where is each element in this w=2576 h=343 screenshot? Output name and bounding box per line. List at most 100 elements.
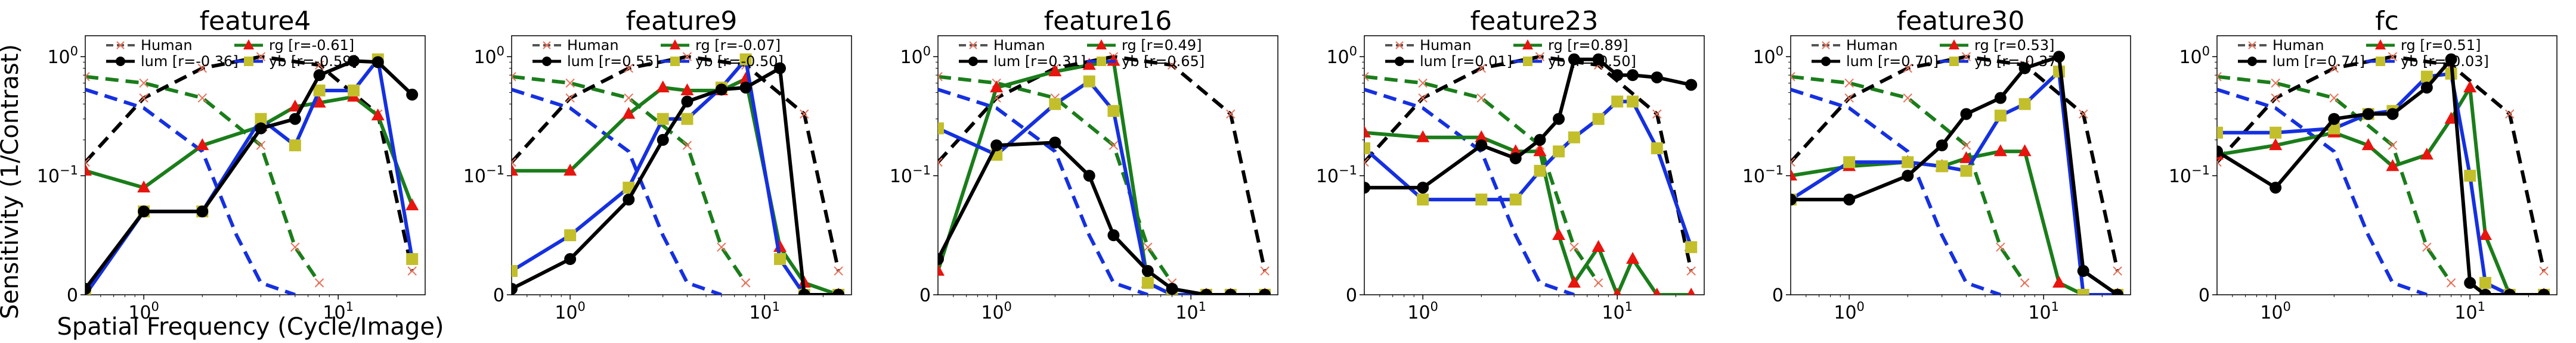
human-lum-point [314,60,324,70]
series-lum-line [512,66,839,295]
legend-label-lum: lum [r=0.74] [2272,53,2365,70]
plot-frame [1364,35,1705,295]
legend-label-human: Human [567,37,619,54]
lum-point [512,283,518,295]
human-yb-curve [512,88,722,295]
y-tick-label: 0 [919,285,931,306]
lum-point [2538,289,2550,295]
yb-point [2328,122,2340,135]
lum-point [1936,139,1948,152]
legend-label-lum: lum [r=0.55] [567,53,660,70]
rg-point [2361,138,2375,151]
legend-label-rg: rg [r=0.49] [1122,37,1202,54]
series-lum-line [1791,55,2119,295]
lum-point [1627,69,1639,82]
plot-area [938,52,1271,295]
yb-point [348,84,360,96]
plot-frame [2216,35,2558,295]
rg-point [1687,288,1695,295]
lum-point [2445,53,2457,66]
x-tick-label: 100 [128,300,159,323]
plot-frame [1790,35,2131,295]
human-lum-curve [2217,55,2546,272]
human-lum-point [512,157,516,167]
series-yb-line [1364,99,1693,248]
human-yb-curve [85,88,296,295]
human-rg-point [2329,93,2339,103]
rg-point [1509,144,1522,157]
lum-point [2217,145,2223,158]
human-rg-curve [1364,74,1600,284]
rg-point [1048,64,1062,77]
rg-point [680,83,694,95]
rg-point [990,80,1004,93]
lum-point [2018,62,2031,74]
human-lum-point [565,93,575,103]
yb-point [1651,142,1663,155]
human-lum-curve [85,55,414,272]
lum-point [2503,289,2516,295]
lum-point [1141,265,1154,277]
lum-point [1107,229,1120,242]
x-tick-label: 100 [981,300,1012,323]
human-rg-point [1476,93,1487,103]
lum-point [564,253,577,266]
human-lum-point [834,266,843,276]
plot-frame [85,35,426,295]
yb-point [512,265,518,277]
series-rg-line [1364,130,1692,295]
lum-point [2111,289,2124,295]
lum-point [313,69,326,82]
yb-point [406,253,419,266]
human-rg-point [1143,242,1153,252]
series-rg-line [512,77,840,295]
chart-title: feature4 [200,6,311,36]
human-lum-point [85,157,90,167]
human-lum-point [1791,157,1795,167]
human-lum-point [1226,109,1236,119]
rg-point [2269,138,2283,151]
lum-point [1049,136,1061,149]
yb-point [1902,156,1914,169]
lum-point [1259,289,1271,295]
human-rg-point [1418,78,1428,88]
lum-point [2270,182,2282,194]
y-tick-label: 100 [473,44,504,68]
yb-point [1107,105,1120,117]
lum-point [739,82,752,94]
y-tick-label: 100 [1753,44,1784,68]
legend-label-lum: lum [r=-0.36] [141,53,239,70]
lum-point [1553,113,1565,125]
legend-label-yb: yb [r=-0.59] [269,53,357,70]
rg-point [656,80,670,93]
chart-title: feature23 [1470,6,1599,36]
human-yb-curve [1364,88,1575,295]
human-rg-point [2020,278,2030,288]
legend-label-human: Human [1846,37,1898,54]
yb-point [1627,95,1639,108]
yb-point [1994,110,2007,122]
y-tick-label: 10−1 [1316,163,1357,187]
legend-label-human: Human [1420,37,1472,54]
yb-point [313,84,326,96]
human-rg-point [682,141,692,150]
rg-point [1567,276,1581,288]
lum-point [2420,82,2433,94]
series-yb-line [938,79,1265,295]
rg-point [2444,111,2458,124]
lum-point [1843,194,1856,206]
human-lum-point [1418,93,1428,103]
x-tick-label: 101 [1602,300,1633,323]
human-yb-curve [2217,88,2428,295]
human-lum-point [624,63,634,73]
legend-label-rg: rg [r=0.89] [1548,37,1628,54]
lum-point [2386,108,2399,120]
yb-point [774,253,787,266]
human-lum-point [800,109,809,119]
legend-label-rg: rg [r=0.53] [1974,37,2054,54]
